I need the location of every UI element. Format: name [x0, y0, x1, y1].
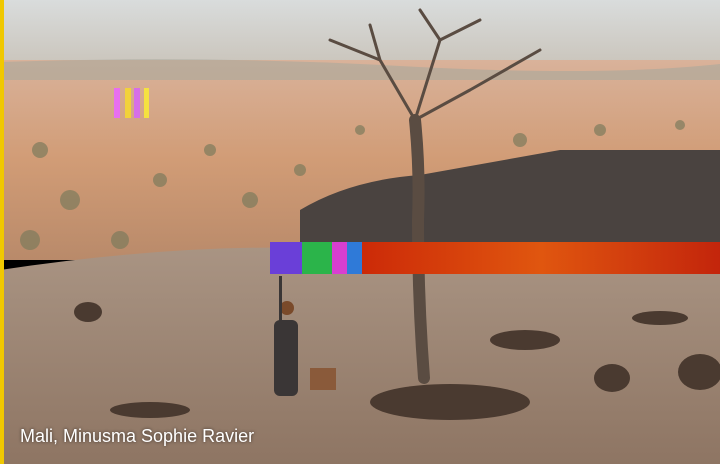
- photo-caption: Mali, Minusma Sophie Ravier: [20, 426, 255, 446]
